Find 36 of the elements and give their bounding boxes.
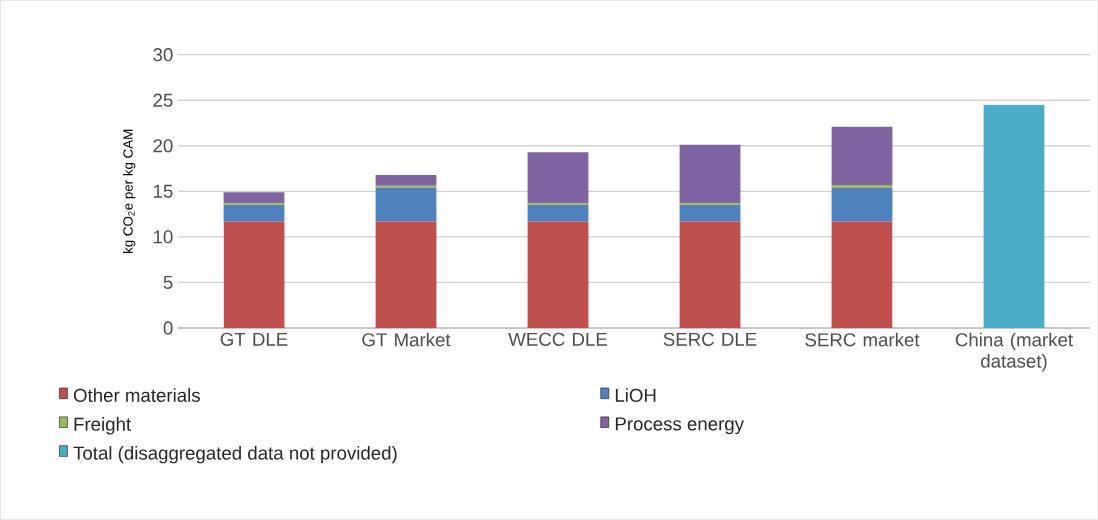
bar [527, 221, 589, 328]
bar [223, 204, 285, 222]
bar [831, 184, 893, 188]
bar [375, 174, 437, 186]
y-tick-label: 0 [163, 321, 173, 335]
x-tick-label: GT Market [362, 332, 451, 347]
bar [527, 204, 589, 222]
bar [375, 187, 437, 222]
x-tick-label: SERC market [805, 332, 920, 347]
x-tick-label: GT DLE [220, 332, 288, 346]
legend-label: Total (disaggregated data not provided) [73, 445, 397, 464]
x-tick-label: WECC DLE [508, 332, 607, 346]
bar [983, 104, 1045, 328]
bar [527, 152, 589, 204]
y-tick-label: 20 [153, 139, 173, 153]
legend-label: LiOH [615, 388, 656, 402]
legend-label: Freight [74, 417, 131, 435]
bar [223, 221, 285, 328]
y-tick-label: 15 [153, 184, 173, 198]
bar [223, 192, 285, 204]
bar [679, 204, 741, 222]
bar [831, 187, 893, 222]
bar [831, 221, 893, 328]
bar [679, 221, 741, 328]
legend-label: Process energy [615, 417, 744, 435]
y-tick-label: 10 [153, 230, 173, 244]
y-tick-label: 5 [163, 275, 173, 289]
bar [831, 126, 893, 185]
y-tick-label: 30 [153, 48, 173, 62]
bar [679, 144, 741, 204]
y-axis-title: kg CO$_{2}$e per kg CAM [122, 129, 136, 253]
x-tick-label: SERC DLE [663, 332, 757, 346]
bar [375, 221, 437, 328]
y-tick-label: 25 [153, 93, 173, 107]
x-tick-label: China (market dataset) [955, 332, 1073, 372]
legend-label: Other materials [73, 388, 200, 402]
